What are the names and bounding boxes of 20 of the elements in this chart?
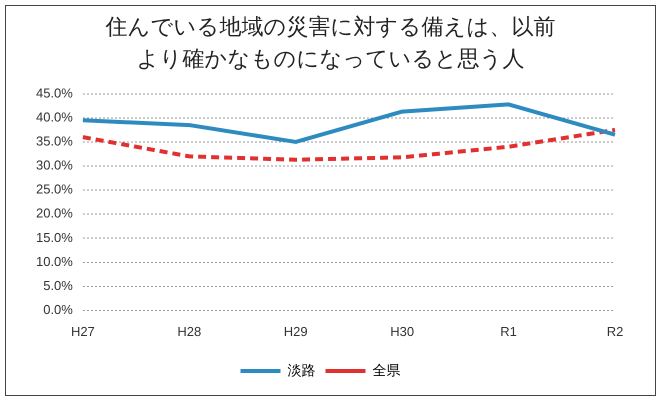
y-tick-label: 35.0% (36, 134, 74, 149)
x-tick-label: R1 (500, 324, 517, 339)
x-tick-label: H27 (70, 324, 95, 339)
y-tick-label: 25.0% (36, 182, 74, 197)
y-tick-label: 30.0% (36, 158, 74, 173)
y-tick-label: 40.0% (36, 109, 74, 124)
x-tick-label: H29 (284, 324, 308, 339)
x-tick-label: H28 (177, 324, 202, 339)
y-tick-label: 45.0% (36, 85, 74, 100)
y-tick-label: 15.0% (36, 230, 74, 245)
legend-label: 淡路 (288, 362, 316, 378)
x-tick-label: R2 (606, 324, 624, 339)
y-tick-label: 0.0% (43, 302, 74, 317)
line-series (80, 128, 617, 162)
chart-title: 住んでいる地域の災害に対する備えは、以前より確かなものになっていると思う人 (104, 14, 556, 74)
legend-label: 全県 (372, 362, 400, 378)
y-tick-label: 20.0% (36, 206, 74, 221)
y-tick-label: 10.0% (36, 254, 74, 269)
x-tick-label: H30 (390, 324, 414, 339)
y-tick-label: 5.0% (43, 278, 74, 293)
